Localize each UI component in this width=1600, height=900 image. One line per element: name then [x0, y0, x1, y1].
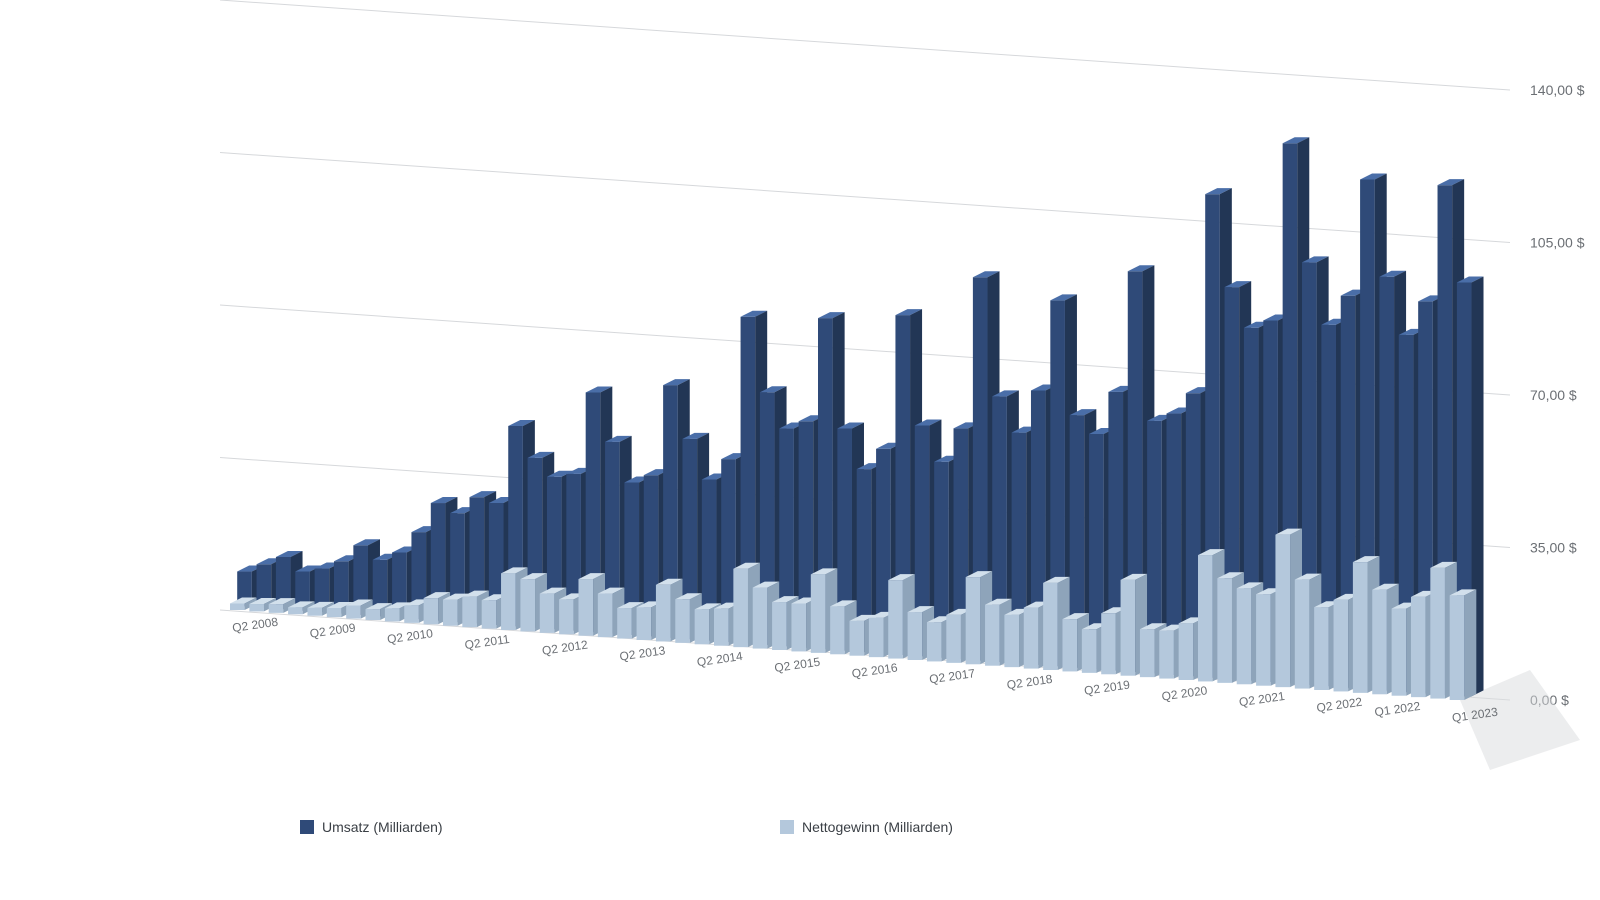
bar-front [966, 577, 981, 664]
bar-front [404, 605, 419, 622]
legend-label: Nettogewinn (Milliarden) [802, 819, 953, 835]
bar-front [1198, 555, 1213, 681]
bar-front [1353, 562, 1368, 693]
x-tick-label: Q2 2016 [851, 660, 899, 680]
bar-front [1450, 595, 1465, 700]
legend-swatch [300, 820, 314, 834]
legend-swatch [780, 820, 794, 834]
bar-front [1082, 629, 1097, 673]
x-tick-label: Q2 2008 [231, 615, 279, 635]
bar-front [443, 600, 458, 626]
bar-front [540, 594, 555, 633]
bar-front [269, 604, 284, 613]
x-tick-label: Q2 2022 [1316, 695, 1364, 715]
bar-front [1392, 609, 1407, 696]
bar-front [1024, 608, 1039, 669]
y-tick-label: 70,00 $ [1530, 387, 1577, 403]
bar-front [888, 580, 903, 658]
x-tick-label: Q2 2021 [1238, 689, 1286, 709]
bar-front [482, 600, 497, 628]
bar-front [1314, 607, 1329, 690]
bar-front [462, 597, 477, 628]
bar-front [695, 609, 710, 644]
bar-front [946, 615, 961, 663]
y-tick-label: 140,00 $ [1530, 82, 1585, 98]
bar-front [1334, 600, 1349, 692]
bar-front [772, 602, 787, 650]
bar-front [307, 608, 322, 616]
x-tick-label: Q2 2010 [386, 626, 434, 646]
bar-front [869, 618, 884, 657]
bar-front [327, 608, 342, 617]
bar-front [288, 607, 303, 614]
x-tick-label: Q2 2019 [1083, 678, 1131, 698]
x-tick-label: Q1 2022 [1374, 699, 1422, 719]
bar-front [753, 588, 768, 649]
bar-chart: 0,00 $35,00 $70,00 $105,00 $140,00 $Q2 2… [0, 0, 1600, 900]
bar-front [1121, 580, 1136, 676]
bar-front [1237, 588, 1252, 684]
bar-front [1372, 590, 1387, 695]
bar-front [1159, 631, 1174, 679]
legend-label: Umsatz (Milliarden) [322, 819, 443, 835]
x-tick-label: Q2 2014 [696, 649, 744, 669]
bar-front [1101, 613, 1116, 674]
y-tick-label: 105,00 $ [1530, 235, 1585, 251]
x-tick-label: Q2 2020 [1161, 683, 1209, 703]
bar-front [424, 598, 439, 624]
bar-front [1062, 619, 1077, 671]
bar-front [1217, 578, 1232, 683]
x-tick-label: Q2 2009 [309, 620, 357, 640]
bar-front [908, 612, 923, 660]
x-tick-label: Q2 2012 [541, 638, 589, 658]
bar-front [985, 605, 1000, 666]
bar-front [1430, 568, 1445, 699]
bar-front [366, 609, 381, 620]
bar-front [520, 579, 535, 631]
chart-stage: 0,00 $35,00 $70,00 $105,00 $140,00 $Q2 2… [0, 0, 1600, 900]
grid-line [220, 153, 1510, 243]
x-tick-label: Q2 2013 [619, 643, 667, 663]
bar-front [559, 599, 574, 634]
bar-front [1295, 580, 1310, 689]
bar-front [230, 603, 245, 610]
bar-front [830, 606, 845, 654]
bar-front [1004, 615, 1019, 667]
bar-front [1411, 597, 1426, 697]
x-tick-label: Q2 2017 [928, 666, 976, 686]
bar-front [346, 606, 361, 619]
bar-front [927, 622, 942, 661]
bar-front [733, 569, 748, 647]
bar-front [501, 573, 516, 630]
bar-front [385, 608, 400, 621]
bar-front [714, 609, 729, 646]
bar-front [637, 607, 652, 640]
bar-front [1043, 583, 1058, 670]
bar-front [598, 594, 613, 638]
bar-front [791, 604, 806, 652]
bar-side [1464, 589, 1476, 700]
bar-front [1179, 623, 1194, 680]
x-tick-label: Q2 2018 [1006, 672, 1054, 692]
bar-front [578, 579, 593, 636]
bar-front [1140, 629, 1155, 677]
x-tick-label: Q2 2011 [464, 632, 511, 652]
bar-front [1275, 535, 1290, 688]
bar-front [675, 599, 690, 643]
bar-front [811, 574, 826, 652]
bar-front [656, 585, 671, 642]
bar-front [617, 608, 632, 639]
x-tick-label: Q2 2015 [773, 655, 821, 675]
bar-front [249, 604, 264, 611]
bar-front [850, 621, 865, 656]
bar-front [1256, 594, 1271, 686]
y-tick-label: 35,00 $ [1530, 540, 1577, 556]
grid-line [220, 0, 1510, 90]
